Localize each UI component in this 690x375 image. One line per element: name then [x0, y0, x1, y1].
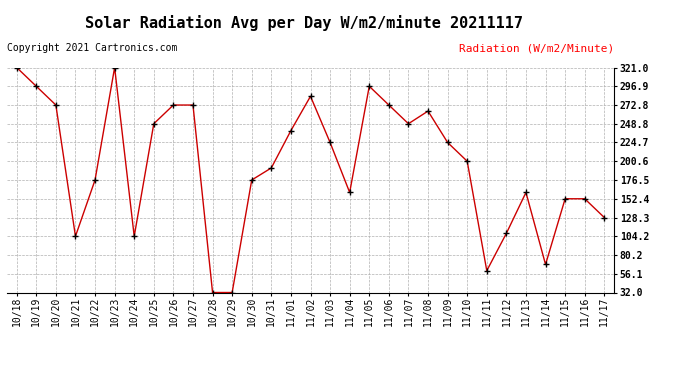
Text: Solar Radiation Avg per Day W/m2/minute 20211117: Solar Radiation Avg per Day W/m2/minute …	[85, 15, 522, 31]
Text: Radiation (W/m2/Minute): Radiation (W/m2/Minute)	[459, 43, 614, 53]
Text: Copyright 2021 Cartronics.com: Copyright 2021 Cartronics.com	[7, 43, 177, 53]
